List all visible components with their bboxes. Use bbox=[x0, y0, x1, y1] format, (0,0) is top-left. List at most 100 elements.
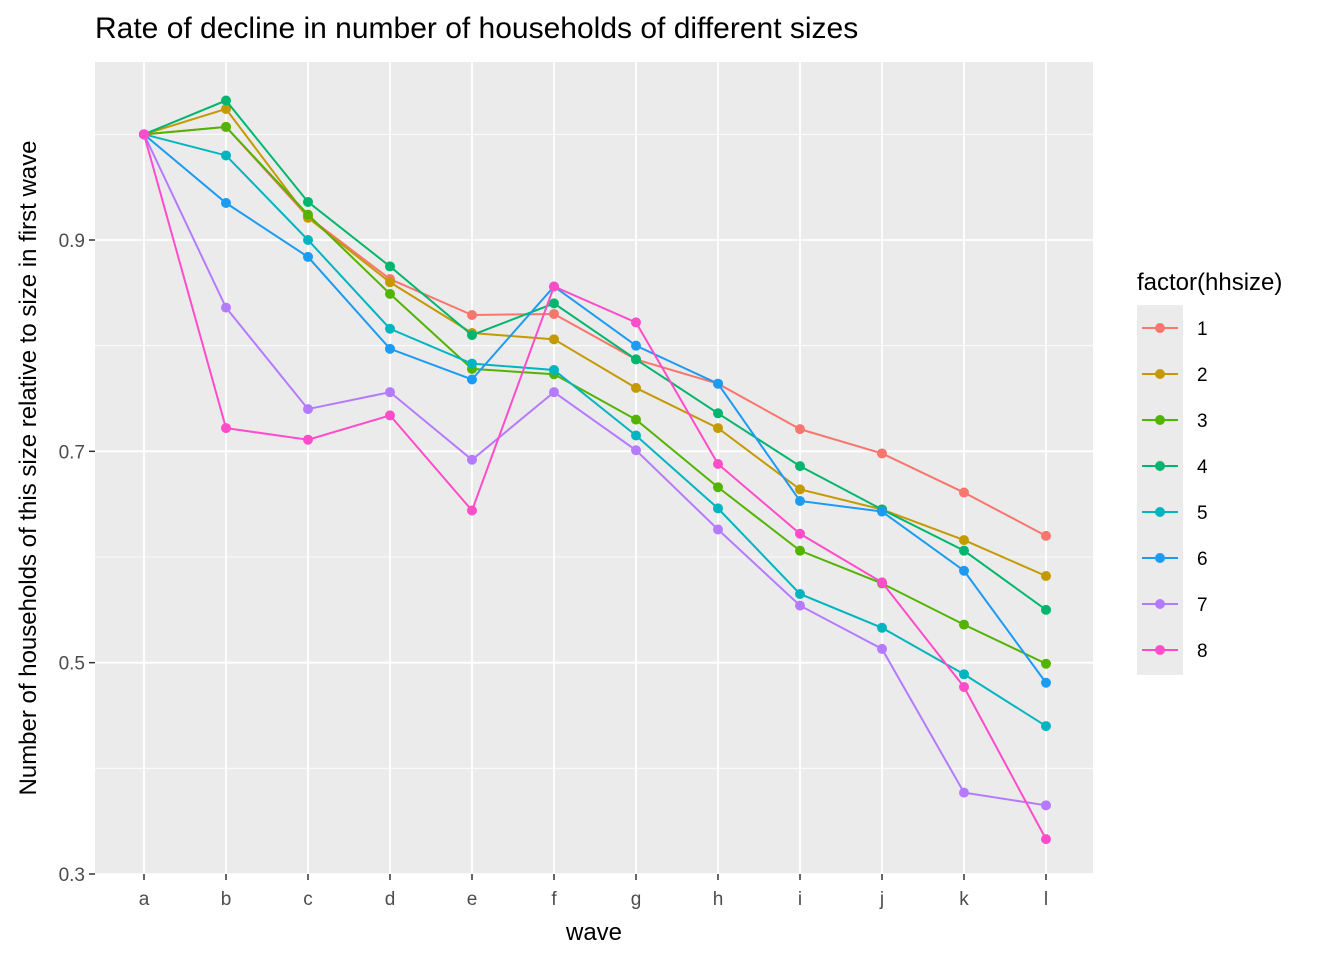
x-tick-label: k bbox=[959, 889, 969, 910]
series-8 bbox=[139, 129, 1051, 845]
data-point bbox=[549, 281, 559, 292]
data-point bbox=[795, 545, 805, 556]
data-point bbox=[631, 340, 641, 351]
data-point bbox=[1041, 571, 1051, 582]
x-tick-label: e bbox=[467, 889, 478, 910]
data-point bbox=[959, 487, 969, 498]
data-point bbox=[959, 565, 969, 576]
data-point bbox=[139, 129, 149, 140]
legend-item-1: 1 bbox=[1142, 319, 1208, 340]
data-point bbox=[221, 423, 231, 434]
data-point bbox=[385, 410, 395, 421]
data-point bbox=[1041, 530, 1051, 541]
data-point bbox=[385, 277, 395, 288]
legend-label: 1 bbox=[1197, 319, 1208, 340]
data-point bbox=[467, 374, 477, 385]
legend-item-6: 6 bbox=[1142, 549, 1208, 570]
data-point bbox=[221, 302, 231, 313]
data-point bbox=[631, 317, 641, 328]
data-point bbox=[303, 209, 313, 220]
legend-key-point bbox=[1155, 461, 1165, 471]
data-point bbox=[385, 261, 395, 272]
data-point bbox=[467, 454, 477, 465]
data-point bbox=[631, 445, 641, 456]
legend-label: 5 bbox=[1197, 503, 1208, 524]
data-point bbox=[795, 495, 805, 506]
data-point bbox=[631, 382, 641, 393]
data-point bbox=[713, 482, 723, 493]
data-point bbox=[1041, 721, 1051, 732]
data-point bbox=[303, 434, 313, 445]
y-tick-label: 0.9 bbox=[59, 231, 85, 252]
data-point bbox=[631, 354, 641, 365]
series-line bbox=[143, 125, 1047, 665]
legend: factor(hhsize) 1 2 3 4 5 6 7 8 bbox=[1137, 269, 1282, 675]
series-line bbox=[143, 133, 1047, 807]
legend-key-point bbox=[1155, 369, 1165, 379]
chart-title: Rate of decline in number of households … bbox=[95, 12, 858, 45]
legend-key-point bbox=[1155, 599, 1165, 609]
data-point bbox=[795, 424, 805, 435]
data-point bbox=[467, 310, 477, 321]
data-point bbox=[877, 448, 887, 459]
x-tick-label: h bbox=[713, 889, 724, 910]
x-tick-label: d bbox=[385, 889, 396, 910]
minor-gridlines bbox=[95, 133, 1093, 769]
data-point bbox=[303, 251, 313, 262]
data-point bbox=[221, 121, 231, 132]
series-6 bbox=[139, 129, 1051, 688]
series-5 bbox=[139, 129, 1051, 732]
data-point bbox=[549, 387, 559, 398]
data-point bbox=[959, 669, 969, 680]
series-line bbox=[143, 134, 1047, 840]
data-point bbox=[221, 150, 231, 161]
legend-key-point bbox=[1155, 323, 1165, 333]
data-point bbox=[959, 545, 969, 556]
data-point bbox=[713, 524, 723, 535]
data-point bbox=[795, 484, 805, 495]
y-tick-label: 0.5 bbox=[59, 654, 85, 675]
data-point bbox=[549, 334, 559, 345]
data-point bbox=[467, 330, 477, 341]
data-point bbox=[1041, 604, 1051, 615]
x-tick-label: g bbox=[631, 889, 642, 910]
x-tick-label: i bbox=[798, 889, 802, 910]
data-point bbox=[631, 414, 641, 425]
legend-item-7: 7 bbox=[1142, 595, 1208, 616]
data-point bbox=[303, 235, 313, 245]
data-point bbox=[959, 535, 969, 546]
series-line bbox=[143, 125, 1047, 537]
data-point bbox=[467, 358, 477, 369]
x-axis-title: wave bbox=[565, 919, 622, 946]
x-tick-label: l bbox=[1044, 889, 1048, 910]
data-point bbox=[303, 196, 313, 207]
legend-items: 1 2 3 4 5 6 7 8 bbox=[1142, 319, 1208, 662]
legend-item-3: 3 bbox=[1142, 411, 1208, 432]
data-point bbox=[549, 364, 559, 375]
legend-key-point bbox=[1155, 645, 1165, 655]
data-point bbox=[877, 577, 887, 588]
legend-key-point bbox=[1155, 415, 1165, 425]
data-point bbox=[549, 298, 559, 309]
data-point bbox=[959, 681, 969, 692]
data-point bbox=[877, 506, 887, 517]
y-tick-label: 0.3 bbox=[59, 865, 85, 886]
data-point bbox=[1041, 800, 1051, 811]
data-point bbox=[877, 643, 887, 654]
data-point bbox=[221, 198, 231, 209]
legend-label: 6 bbox=[1197, 549, 1208, 570]
x-axis: a b c d e f g h i j k l bbox=[139, 874, 1048, 910]
series-layer bbox=[139, 95, 1051, 845]
data-point bbox=[221, 103, 231, 114]
data-point bbox=[713, 408, 723, 419]
y-axis: 0.3 0.5 0.7 0.9 bbox=[59, 231, 95, 886]
data-point bbox=[795, 528, 805, 539]
data-point bbox=[631, 430, 641, 441]
data-point bbox=[221, 95, 231, 106]
data-point bbox=[713, 423, 723, 434]
legend-item-2: 2 bbox=[1142, 365, 1208, 386]
x-tick-label: j bbox=[879, 889, 884, 910]
x-tick-label: c bbox=[303, 889, 313, 910]
legend-key-point bbox=[1155, 553, 1165, 563]
